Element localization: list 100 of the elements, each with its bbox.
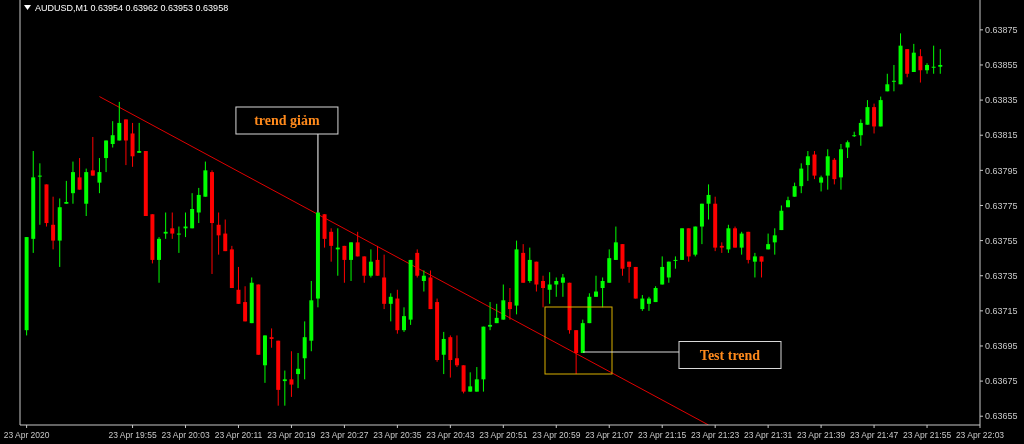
candlestick: [646, 296, 651, 312]
candlestick: [342, 245, 347, 284]
y-tick-label: 0.63795: [985, 165, 1018, 176]
candlestick: [157, 236, 162, 284]
candlestick: [223, 219, 228, 252]
candlestick: [474, 366, 479, 393]
candlestick: [541, 275, 546, 308]
candlestick: [402, 306, 406, 333]
candlestick: [918, 48, 923, 84]
candlestick: [329, 227, 334, 263]
candlestick: [296, 352, 301, 389]
x-tick-label: 23 Apr 20:03: [161, 430, 210, 440]
x-tick-label: 23 Apr 19:55: [108, 430, 157, 440]
candlestick: [501, 284, 506, 321]
candlestick: [733, 226, 738, 249]
candlestick: [37, 162, 42, 226]
candlestick: [137, 122, 142, 154]
candlestick: [236, 266, 241, 305]
candlestick: [488, 301, 493, 331]
y-tick-label: 0.63775: [985, 200, 1018, 211]
candlestick: [527, 247, 532, 284]
y-tick-label: 0.63835: [985, 95, 1018, 106]
candlestick: [51, 196, 56, 250]
candlestick: [660, 255, 665, 285]
candlestick: [706, 183, 711, 221]
annotation: trend giảm: [254, 113, 320, 129]
y-tick-label: 0.63755: [985, 235, 1018, 246]
candlestick: [97, 157, 102, 194]
candlestick: [243, 285, 248, 322]
candlestick: [812, 150, 817, 180]
candlestick: [911, 43, 916, 73]
x-tick-label: 23 Apr 20:27: [320, 430, 369, 440]
candlestick: [302, 320, 307, 380]
x-tick-label: 23 Apr 20:11: [214, 430, 263, 440]
candlestick: [925, 62, 930, 75]
candlestick: [448, 334, 453, 379]
y-tick-label: 0.63655: [985, 411, 1018, 422]
candlestick: [170, 212, 175, 240]
candlestick: [163, 212, 168, 240]
candlestick: [216, 212, 221, 256]
candlestick: [547, 271, 552, 305]
candlestick: [77, 157, 82, 191]
candlestick: [375, 245, 380, 277]
x-tick-label: 23 Apr 21:55: [902, 430, 952, 440]
candlestick: [766, 233, 771, 250]
y-tick-label: 0.63735: [985, 270, 1018, 281]
candlestick: [355, 231, 360, 257]
candlestick: [104, 140, 109, 173]
x-tick-label: 23 Apr 21:23: [691, 430, 740, 440]
candlestick: [289, 350, 294, 398]
x-tick-label: 23 Apr 21:15: [638, 430, 687, 440]
x-tick-label: 23 Apr 21:47: [849, 430, 899, 440]
candlestick: [468, 371, 473, 393]
x-tick-label: 23 Apr 2020: [3, 430, 50, 440]
candlestick: [554, 276, 559, 298]
candlestick: [368, 248, 373, 278]
candlestick: [362, 255, 367, 284]
candlestick: [726, 224, 731, 254]
candlestick: [752, 252, 757, 278]
chart-title: AUDUSD,M1 0.63954 0.63962 0.63953 0.63958: [35, 3, 229, 13]
candlestick: [441, 331, 446, 375]
candlestick: [534, 261, 539, 293]
candlestick: [891, 64, 896, 92]
y-tick-label: 0.63675: [985, 376, 1018, 387]
candlestick: [805, 150, 810, 182]
candlestick: [90, 136, 95, 177]
candlestick: [931, 45, 936, 75]
candlestick: [507, 287, 512, 321]
candlestick: [421, 269, 426, 293]
y-tick-label: 0.63695: [985, 341, 1018, 352]
candlestick: [858, 118, 863, 147]
candlestick: [130, 122, 135, 168]
candlestick: [415, 248, 420, 278]
x-tick-label: 23 Apr 20:59: [532, 430, 581, 440]
candlestick: [269, 327, 274, 349]
candlestick: [123, 118, 128, 166]
candlestick: [819, 175, 824, 192]
y-tick-label: 0.63855: [985, 60, 1018, 71]
candlestick: [282, 370, 287, 407]
candlestick: [772, 227, 777, 256]
candlestick: [388, 292, 393, 322]
candlestick: [117, 101, 122, 141]
candlestick: [594, 275, 598, 298]
candlestick: [872, 103, 877, 134]
candlestick: [349, 241, 354, 282]
candlestick: [865, 99, 870, 126]
candlestick: [739, 231, 744, 256]
candlestick: [613, 226, 618, 261]
candlestick: [673, 255, 678, 270]
candlestick: [64, 180, 69, 205]
candlestick: [176, 226, 181, 254]
candlestick: [799, 162, 804, 194]
y-tick-label: 0.63815: [985, 130, 1018, 141]
candlestick: [938, 48, 943, 75]
annotation: Test trend: [699, 347, 761, 363]
candlestick: [832, 157, 837, 185]
candlestick: [560, 273, 565, 298]
candlestick: [70, 161, 75, 205]
candlestick: [699, 203, 704, 245]
x-tick-label: 23 Apr 21:07: [585, 430, 634, 440]
